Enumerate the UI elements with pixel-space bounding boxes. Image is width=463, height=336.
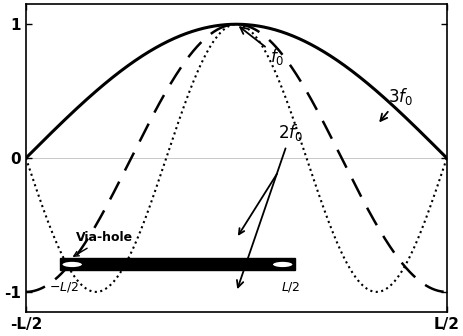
Text: $-L/2$: $-L/2$ [49,280,79,294]
Text: $L/2$: $L/2$ [281,280,300,294]
Text: $2f_0$: $2f_0$ [237,122,303,287]
Circle shape [272,261,293,268]
Text: $f_0$: $f_0$ [240,27,284,67]
Text: $3f_0$: $3f_0$ [380,86,412,121]
FancyBboxPatch shape [59,258,294,270]
Circle shape [62,261,82,268]
Text: Via-hole: Via-hole [74,231,133,256]
